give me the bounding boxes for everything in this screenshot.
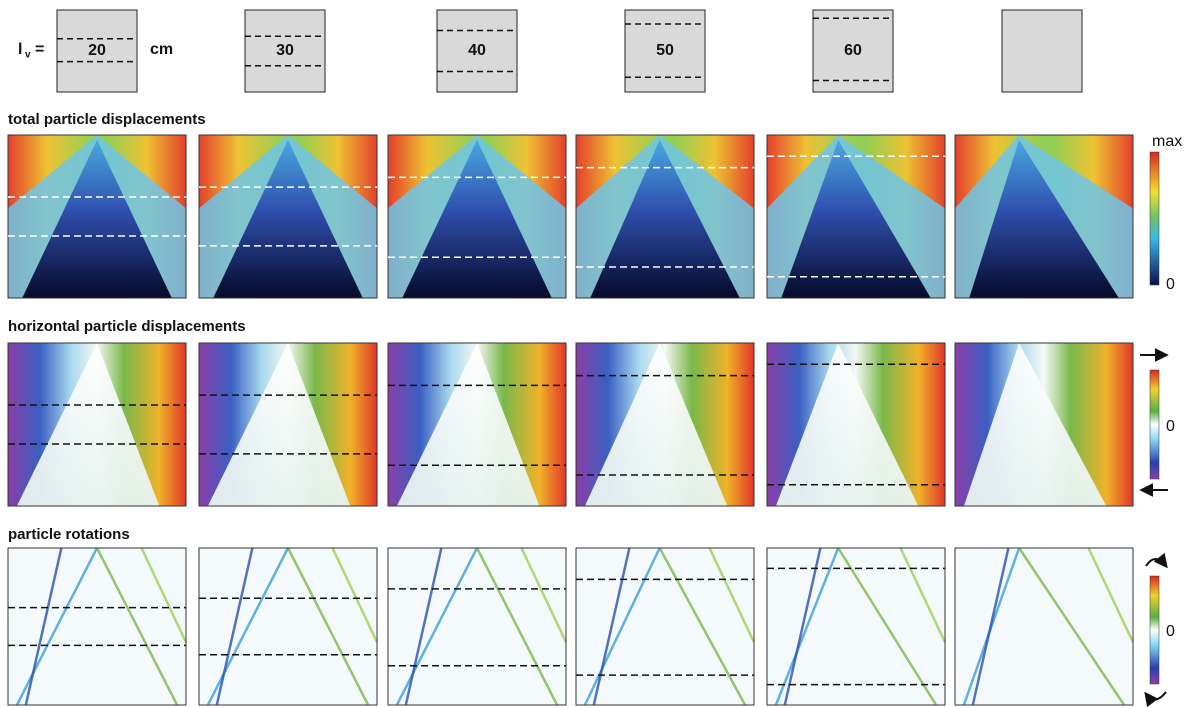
panel [8, 343, 186, 506]
section-title: horizontal particle displacements [8, 318, 246, 335]
panel [8, 135, 186, 298]
lv-subscript: v [25, 50, 31, 61]
colorbar [1150, 370, 1159, 479]
section-title: particle rotations [8, 526, 130, 543]
panel [576, 135, 754, 298]
panel [767, 548, 945, 705]
figure: l v = cm 20 30 40 50 60 total particle displa… [0, 0, 1198, 707]
panel-bg [388, 548, 566, 705]
arrow [1146, 692, 1166, 700]
panel-bg [576, 548, 754, 705]
panel-bg [8, 548, 186, 705]
panel [8, 548, 186, 705]
panel [955, 135, 1133, 298]
panel [767, 343, 945, 506]
panel [767, 135, 945, 298]
panel-bg [199, 548, 377, 705]
panel [955, 343, 1133, 506]
lv-label: l [18, 41, 22, 58]
colorbar-label: max [1152, 133, 1182, 150]
sample-box [1002, 10, 1082, 92]
length-label: 30 [276, 42, 294, 59]
panel [388, 548, 566, 705]
colorbar-label: 0 [1166, 276, 1175, 293]
length-label: 40 [468, 42, 486, 59]
panel [388, 343, 566, 506]
length-label: 20 [88, 42, 106, 59]
panel [199, 135, 377, 298]
equals-sign: = [35, 41, 44, 58]
colorbar [1150, 576, 1159, 684]
panel [388, 135, 566, 298]
arrow [1146, 559, 1166, 566]
length-label: 50 [656, 42, 674, 59]
panel-bg [767, 548, 945, 705]
colorbar-label: 0 [1166, 418, 1175, 435]
panel [199, 343, 377, 506]
panel [576, 548, 754, 705]
colorbar-label: 0 [1166, 623, 1175, 640]
panel [199, 548, 377, 705]
colorbar [1150, 152, 1159, 285]
panel [576, 343, 754, 506]
panel [955, 548, 1133, 705]
unit-label: cm [150, 41, 173, 58]
length-label: 60 [844, 42, 862, 59]
panel-bg [955, 548, 1133, 705]
section-title: total particle displacements [8, 111, 206, 128]
